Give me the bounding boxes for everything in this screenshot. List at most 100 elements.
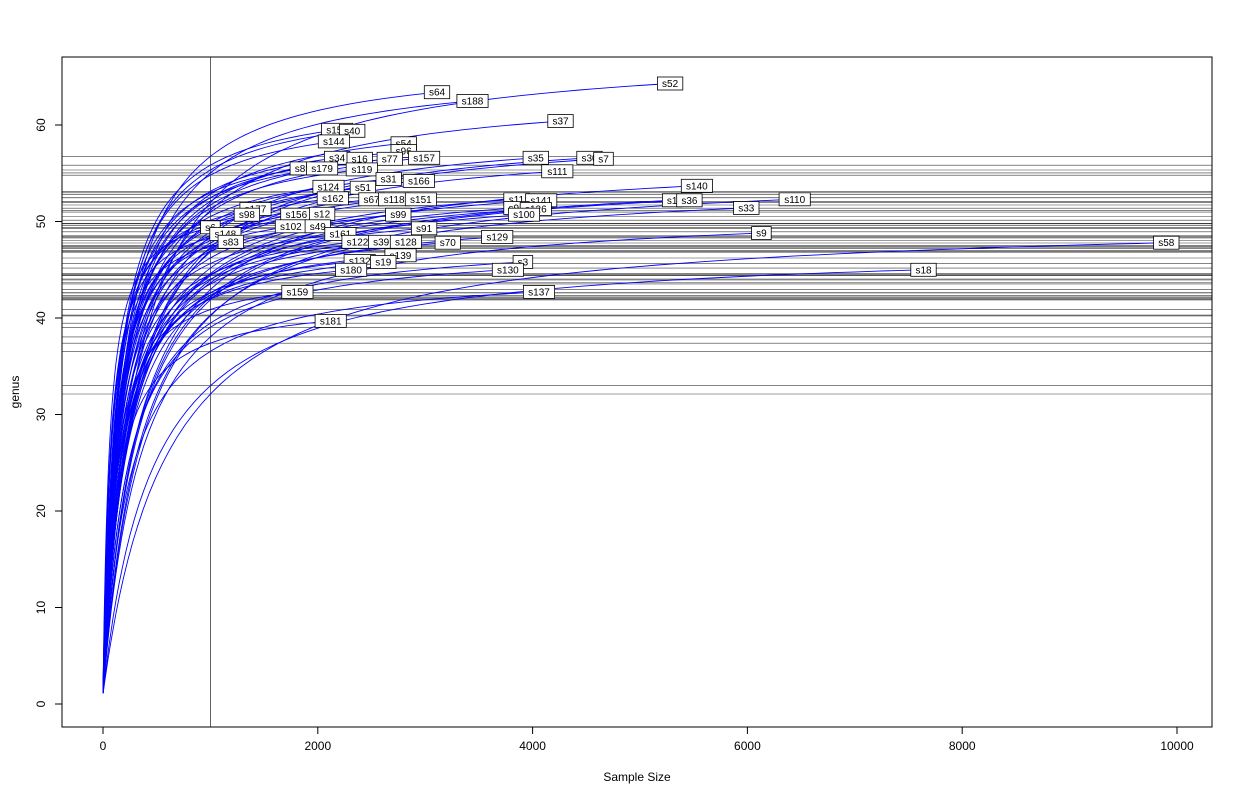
sample-label-box bbox=[657, 76, 684, 91]
sample-label: s128 bbox=[395, 237, 417, 248]
y-tick-label: 40 bbox=[34, 311, 48, 325]
sample-label: s119 bbox=[351, 165, 372, 176]
sample-label: s111 bbox=[547, 167, 568, 178]
sample-label-box bbox=[523, 284, 556, 299]
sample-label: s162 bbox=[322, 194, 344, 205]
rarefaction-curve bbox=[102, 241, 358, 692]
sample-label: s30 bbox=[581, 153, 598, 164]
sample-label: s96 bbox=[396, 147, 413, 158]
sample-label-box bbox=[507, 207, 540, 222]
y-tick-label: 50 bbox=[34, 215, 48, 229]
sample-label: s16 bbox=[352, 154, 369, 165]
rarefaction-curve bbox=[102, 232, 762, 694]
rarefaction-curve bbox=[102, 269, 352, 692]
rarefaction-curve bbox=[102, 320, 331, 692]
sample-label-box bbox=[751, 226, 772, 241]
sample-label-box bbox=[778, 192, 811, 207]
sample-label: s180 bbox=[340, 265, 362, 276]
rarefaction-curve bbox=[102, 225, 318, 691]
rarefaction-curve bbox=[102, 198, 421, 692]
sample-label: s83 bbox=[223, 237, 240, 248]
sample-label-box bbox=[281, 284, 314, 299]
sample-label: s122 bbox=[347, 237, 369, 248]
sample-label: s36 bbox=[681, 196, 698, 207]
sample-label-box bbox=[491, 262, 524, 277]
sample-label: s91 bbox=[416, 224, 433, 235]
sample-label: s140 bbox=[686, 181, 708, 192]
sample-label: s34 bbox=[329, 153, 346, 164]
sample-label-box bbox=[404, 192, 437, 207]
sample-label-box bbox=[410, 221, 438, 236]
rarefaction-curve bbox=[102, 269, 924, 694]
sample-label-box bbox=[389, 234, 422, 249]
x-tick-label: 10000 bbox=[1160, 739, 1194, 753]
sample-label-box bbox=[541, 164, 574, 179]
sample-label-box bbox=[522, 150, 549, 165]
sample-label: s7 bbox=[598, 154, 609, 165]
sample-label-box bbox=[1153, 235, 1180, 250]
sample-label-box bbox=[423, 85, 451, 100]
sample-label: s102 bbox=[280, 222, 302, 233]
sample-label: s156 bbox=[285, 210, 307, 221]
sample-label-box bbox=[304, 219, 331, 234]
sample-label: s181 bbox=[320, 316, 342, 327]
sample-label: s144 bbox=[323, 137, 345, 148]
sample-label: s58 bbox=[1158, 238, 1175, 249]
sample-label: s67 bbox=[363, 195, 380, 206]
x-axis-title: Sample Size bbox=[603, 770, 671, 784]
sample-label: s98 bbox=[239, 210, 256, 221]
sample-label: s1 bbox=[667, 196, 678, 207]
sample-label: s159 bbox=[287, 287, 309, 298]
sample-label-box bbox=[547, 114, 574, 128]
rarefaction-curve bbox=[102, 242, 448, 692]
sample-label: s70 bbox=[440, 238, 457, 249]
y-tick-label: 20 bbox=[34, 504, 48, 518]
rarefaction-curve bbox=[102, 199, 673, 693]
sample-label: s161 bbox=[330, 230, 352, 241]
rarefaction-curve bbox=[102, 226, 211, 687]
rarefaction-curve bbox=[102, 241, 382, 692]
sample-label: s35 bbox=[528, 153, 545, 164]
sample-label-box bbox=[402, 174, 435, 188]
rarefaction-curve bbox=[102, 291, 298, 691]
sample-label: s51 bbox=[355, 183, 372, 194]
sample-label: s124 bbox=[318, 182, 340, 193]
sample-label: s11 bbox=[509, 195, 525, 206]
y-tick-label: 0 bbox=[34, 700, 48, 707]
sample-label-box bbox=[335, 262, 368, 277]
y-tick-label: 10 bbox=[34, 601, 48, 615]
sample-label: s64 bbox=[429, 88, 446, 99]
x-tick-label: 8000 bbox=[949, 739, 976, 753]
rarefaction-curve bbox=[102, 207, 517, 693]
sample-labels: s52s64s188s37s155s40s144s54s96s34s16s77s… bbox=[200, 76, 1180, 328]
y-tick-label: 60 bbox=[34, 118, 48, 132]
sample-label-box bbox=[385, 207, 412, 222]
sample-label: s132 bbox=[349, 257, 371, 268]
rarefaction-curve bbox=[102, 291, 540, 693]
rarefaction-curve bbox=[102, 207, 747, 694]
sample-label-box bbox=[456, 94, 489, 108]
y-axis-title: genus bbox=[8, 375, 22, 409]
sample-label-box bbox=[434, 235, 461, 250]
sample-label: s52 bbox=[662, 79, 679, 90]
sample-label-box bbox=[306, 161, 339, 176]
y-tick-label: 30 bbox=[34, 408, 48, 422]
sample-label-box bbox=[593, 151, 614, 166]
sample-label: s166 bbox=[408, 177, 430, 188]
sample-label-box bbox=[316, 191, 349, 206]
sample-label: s40 bbox=[344, 126, 361, 137]
sample-label: s179 bbox=[311, 164, 333, 175]
sample-label: s141 bbox=[530, 196, 552, 207]
sample-label: s49 bbox=[310, 222, 327, 233]
sample-label-box bbox=[733, 201, 760, 215]
sample-label: s188 bbox=[462, 96, 484, 107]
rarefaction-curve bbox=[102, 170, 558, 693]
sample-label: s130 bbox=[497, 265, 519, 276]
sample-label: s99 bbox=[390, 210, 407, 221]
sample-label-box bbox=[910, 262, 937, 277]
sample-label: s129 bbox=[486, 232, 508, 243]
sample-label: s137 bbox=[528, 287, 550, 298]
sample-label-box bbox=[345, 162, 378, 177]
sample-label-box bbox=[680, 178, 713, 193]
